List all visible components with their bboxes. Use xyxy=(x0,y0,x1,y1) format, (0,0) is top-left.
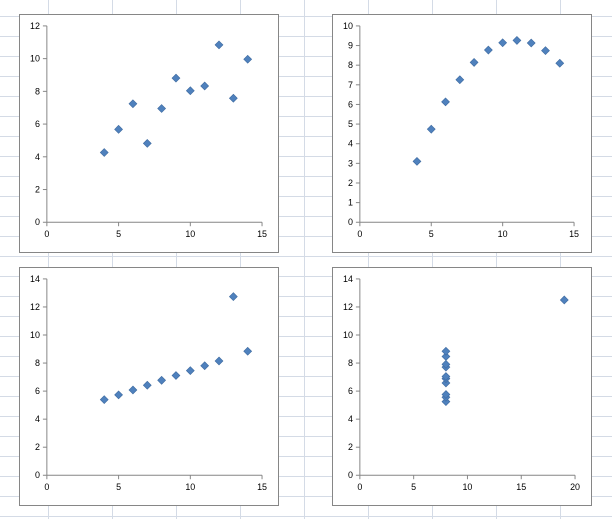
y-tick-label: 14 xyxy=(343,274,353,284)
data-point-marker[interactable] xyxy=(200,361,210,371)
y-tick-label: 9 xyxy=(348,41,353,51)
x-tick-label: 5 xyxy=(411,482,416,492)
data-point-marker[interactable] xyxy=(243,346,253,356)
scatter-chart-bottom-right[interactable]: 0 2 4 6 8 10 12 14 0 5 10 15 20 xyxy=(332,267,592,506)
data-point-marker[interactable] xyxy=(441,372,451,381)
y-tick-label: 3 xyxy=(348,158,353,168)
data-point-marker[interactable] xyxy=(128,385,138,395)
y-tick-label: 0 xyxy=(35,470,40,480)
y-tick-label: 8 xyxy=(348,60,353,70)
data-point-marker[interactable] xyxy=(228,93,238,103)
x-tick-label: 15 xyxy=(257,482,267,492)
data-point-marker[interactable] xyxy=(441,390,451,399)
y-tick-label: 5 xyxy=(348,119,353,129)
y-tick-label: 8 xyxy=(348,358,353,368)
data-point-marker[interactable] xyxy=(426,124,436,134)
data-point-marker[interactable] xyxy=(483,45,493,55)
y-tick-label: 12 xyxy=(343,302,353,312)
data-point-marker[interactable] xyxy=(171,371,181,380)
y-tick-label: 6 xyxy=(348,99,353,109)
data-point-marker[interactable] xyxy=(99,148,109,157)
data-point-marker[interactable] xyxy=(200,81,210,91)
chart-2-svg: 0 1 2 3 4 5 6 7 8 9 10 0 5 10 15 xyxy=(343,21,579,239)
x-tick-label: 0 xyxy=(357,482,362,492)
x-tick-label: 15 xyxy=(569,229,579,239)
y-tick-label: 2 xyxy=(348,178,353,188)
data-point-marker[interactable] xyxy=(185,86,195,96)
data-point-marker[interactable] xyxy=(214,40,224,50)
chart-1-svg: 0 2 4 6 8 10 12 0 5 10 15 xyxy=(30,21,267,239)
data-point-marker[interactable] xyxy=(171,73,181,83)
y-tick-label: 10 xyxy=(343,21,353,31)
y-tick-label: 4 xyxy=(348,414,353,424)
chart-3-svg: 0 2 4 6 8 10 12 14 0 5 10 15 xyxy=(30,274,267,492)
x-tick-label: 5 xyxy=(116,229,121,239)
y-tick-label: 4 xyxy=(35,414,40,424)
y-tick-label: 8 xyxy=(35,358,40,368)
x-tick-label: 20 xyxy=(570,482,580,492)
data-point-marker[interactable] xyxy=(541,46,550,56)
scatter-chart-top-left[interactable]: 0 2 4 6 8 10 12 0 5 10 15 xyxy=(19,14,279,253)
x-tick-label: 0 xyxy=(44,229,49,239)
x-tick-label: 15 xyxy=(516,482,526,492)
y-tick-label: 10 xyxy=(30,330,40,340)
scatter-chart-bottom-left[interactable]: 0 2 4 6 8 10 12 14 0 5 10 15 xyxy=(19,267,279,506)
data-point-marker[interactable] xyxy=(243,54,253,64)
x-tick-label: 5 xyxy=(116,482,121,492)
y-tick-label: 0 xyxy=(35,217,40,227)
data-point-marker[interactable] xyxy=(455,75,465,85)
y-tick-label: 4 xyxy=(348,139,353,149)
y-tick-label: 7 xyxy=(348,80,353,90)
y-tick-label: 2 xyxy=(348,442,353,452)
data-point-marker[interactable] xyxy=(441,352,451,361)
data-point-marker[interactable] xyxy=(228,292,238,301)
y-tick-label: 6 xyxy=(35,119,40,129)
scatter-chart-top-right[interactable]: 0 1 2 3 4 5 6 7 8 9 10 0 5 10 15 xyxy=(332,14,592,253)
y-tick-label: 10 xyxy=(343,330,353,340)
data-point-marker[interactable] xyxy=(555,58,565,68)
y-tick-label: 0 xyxy=(348,470,353,480)
x-tick-label: 10 xyxy=(462,482,472,492)
data-point-marker[interactable] xyxy=(128,99,138,109)
data-point-marker[interactable] xyxy=(157,104,167,113)
data-point-marker[interactable] xyxy=(469,58,479,67)
y-tick-label: 2 xyxy=(35,185,40,195)
data-point-marker[interactable] xyxy=(412,156,422,166)
x-tick-label: 5 xyxy=(429,229,434,239)
data-point-marker[interactable] xyxy=(512,36,522,45)
data-point-marker[interactable] xyxy=(526,38,536,48)
data-point-marker[interactable] xyxy=(559,295,569,305)
x-tick-label: 0 xyxy=(357,229,362,239)
chart-4-svg: 0 2 4 6 8 10 12 14 0 5 10 15 20 xyxy=(343,274,580,492)
y-tick-label: 12 xyxy=(30,21,40,31)
data-point-marker[interactable] xyxy=(142,380,152,390)
y-tick-label: 2 xyxy=(35,442,40,452)
x-tick-label: 10 xyxy=(498,229,508,239)
data-point-marker[interactable] xyxy=(441,359,451,369)
y-tick-label: 12 xyxy=(30,302,40,312)
data-point-marker[interactable] xyxy=(114,124,123,134)
data-point-marker[interactable] xyxy=(214,356,224,366)
x-tick-label: 0 xyxy=(44,482,49,492)
data-point-marker[interactable] xyxy=(185,366,195,376)
x-tick-label: 15 xyxy=(257,229,267,239)
x-tick-label: 10 xyxy=(185,229,195,239)
y-tick-label: 6 xyxy=(35,386,40,396)
data-point-marker[interactable] xyxy=(114,390,123,400)
y-tick-label: 14 xyxy=(30,274,40,284)
y-tick-label: 6 xyxy=(348,386,353,396)
y-tick-label: 1 xyxy=(348,198,353,208)
data-point-marker[interactable] xyxy=(441,97,450,107)
data-point-marker[interactable] xyxy=(99,395,109,405)
data-point-marker[interactable] xyxy=(142,138,152,148)
data-point-marker[interactable] xyxy=(498,38,508,48)
data-point-marker[interactable] xyxy=(441,346,451,356)
y-tick-label: 10 xyxy=(30,54,40,64)
y-tick-label: 0 xyxy=(348,217,353,227)
y-tick-label: 4 xyxy=(35,152,40,162)
y-tick-label: 8 xyxy=(35,86,40,96)
data-point-marker[interactable] xyxy=(157,375,167,385)
x-tick-label: 10 xyxy=(185,482,195,492)
